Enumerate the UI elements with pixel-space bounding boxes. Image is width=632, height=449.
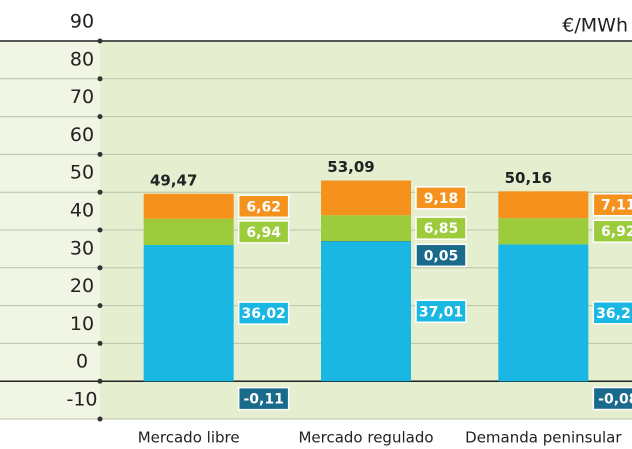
- value-label-box: [237, 194, 290, 219]
- tick-dot: [97, 38, 103, 44]
- bar-segment: [498, 381, 589, 382]
- tick-dot: [97, 265, 103, 271]
- value-label-box: [237, 301, 290, 325]
- value-label-box: [592, 301, 632, 325]
- value-label-box: [415, 216, 467, 240]
- value-label-box: [415, 299, 467, 324]
- x-tick-label: Demanda peninsular: [465, 429, 622, 447]
- value-label: 0,05: [424, 248, 459, 264]
- total-label: 49,47: [150, 172, 197, 190]
- y-tick-label: 50: [70, 162, 94, 184]
- tick-dot: [97, 416, 103, 422]
- y-tick-label: 30: [70, 237, 94, 259]
- bar-segment: [143, 381, 234, 382]
- bar-segment: [321, 215, 411, 242]
- value-label-box: [237, 386, 290, 411]
- tick-dot: [97, 189, 103, 195]
- value-label: 9,18: [424, 191, 459, 207]
- value-label: 6,94: [246, 225, 281, 241]
- value-label: 6,85: [424, 221, 459, 237]
- tick-dot: [97, 227, 103, 233]
- bar-segment: [321, 241, 411, 242]
- y-tick-label: 90: [70, 11, 94, 33]
- total-label: 50,16: [505, 169, 552, 187]
- tick-dot: [97, 378, 103, 384]
- bar-segment: [321, 180, 411, 216]
- value-label-box: [592, 386, 632, 411]
- value-label-box: [592, 219, 632, 243]
- bar-segment: [498, 244, 589, 382]
- bar-segment: [143, 245, 234, 382]
- y-tick-label: 40: [70, 200, 94, 222]
- y-tick-label: 20: [70, 275, 94, 297]
- x-tick-label: Mercado regulado: [298, 429, 433, 447]
- value-label-box: [237, 220, 290, 244]
- value-label: -0,08: [598, 392, 632, 408]
- value-label: 36,02: [242, 306, 286, 322]
- bar-segment: [143, 193, 234, 219]
- value-label: 6,92: [601, 224, 632, 240]
- y-tick-label: -10: [66, 389, 97, 411]
- bar-segment: [498, 218, 589, 245]
- bar-segment: [321, 241, 411, 382]
- value-label: 37,01: [419, 304, 463, 320]
- value-label-box: [415, 186, 467, 210]
- y-tick-label: 0: [76, 351, 88, 373]
- tick-dot: [97, 340, 103, 346]
- unit-label: €/MWh: [562, 15, 628, 37]
- tick-dot: [97, 303, 103, 309]
- value-label-box: [592, 192, 632, 217]
- value-label: 7,11: [601, 198, 632, 214]
- y-tick-label: 60: [70, 124, 94, 146]
- bar-segment: [498, 191, 589, 219]
- tick-dot: [97, 151, 103, 157]
- total-label: 53,09: [327, 158, 374, 176]
- y-tick-label: 70: [70, 86, 94, 108]
- value-label-box: [415, 243, 467, 268]
- value-label: 6,62: [246, 199, 281, 215]
- value-label: -0,11: [243, 392, 283, 408]
- bar-segment: [143, 218, 234, 246]
- y-tick-label: 10: [70, 313, 94, 335]
- tick-dot: [97, 76, 103, 82]
- tick-dot: [97, 114, 103, 120]
- value-label: 36,21: [596, 306, 632, 322]
- x-tick-label: Mercado libre: [138, 429, 240, 447]
- y-tick-label: 80: [70, 48, 94, 70]
